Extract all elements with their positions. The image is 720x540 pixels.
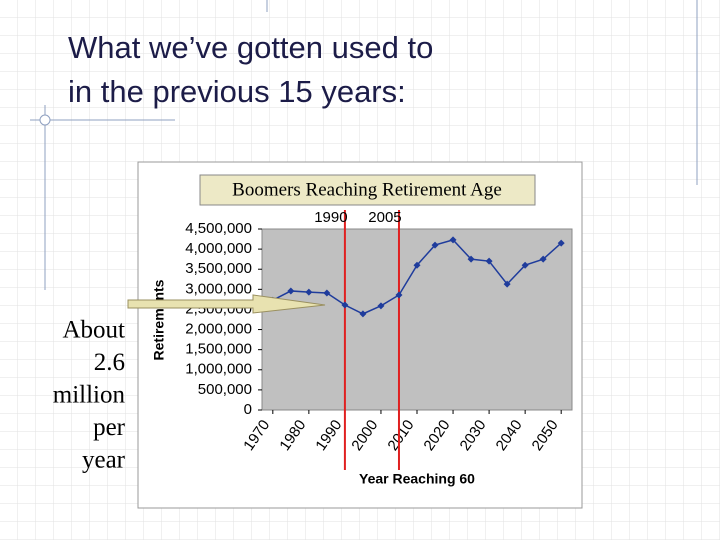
point — [539, 255, 547, 263]
y-tick-label: 1,000,000 — [185, 361, 252, 378]
point — [485, 257, 493, 265]
point — [557, 239, 565, 247]
plot-area — [261, 228, 573, 411]
point — [359, 310, 367, 318]
point — [413, 261, 421, 269]
arrow — [127, 294, 326, 314]
note: About 2.6 million per year — [53, 317, 126, 474]
y-tick-label: 500,000 — [198, 381, 252, 398]
y-tick-label: 4,000,000 — [185, 240, 252, 257]
y-tick-label: 3,500,000 — [185, 260, 252, 277]
point — [377, 302, 385, 310]
y-tick-label: 2,000,000 — [185, 321, 252, 338]
x-axis-label: Year Reaching 60 — [359, 471, 475, 487]
note-line: million — [53, 382, 126, 409]
point — [395, 291, 403, 299]
point — [449, 236, 457, 244]
point — [305, 288, 313, 296]
y-tick-label: 3,000,000 — [185, 280, 252, 297]
y-axis-label: Retirements — [151, 279, 167, 360]
point — [521, 261, 529, 269]
slide-title: What we’ve gotten used to — [68, 30, 433, 65]
chart-title-box — [199, 174, 536, 206]
annotation-label: 2005 — [368, 209, 401, 226]
y-tick-label: 4,500,000 — [185, 220, 252, 237]
y-tick-label: 1,500,000 — [185, 341, 252, 358]
point — [323, 289, 331, 297]
point — [287, 287, 295, 295]
point — [503, 280, 511, 288]
y-tick-label: 0 — [244, 401, 252, 418]
point — [431, 241, 439, 249]
chart-title: Boomers Reaching Retirement Age — [232, 179, 502, 200]
note-line: About — [63, 317, 126, 344]
decor-circle — [39, 114, 51, 126]
point — [467, 255, 475, 263]
note-line: per — [93, 414, 126, 441]
note-line: year — [82, 447, 126, 474]
annotation-label: 1990 — [314, 209, 347, 226]
slide-title: in the previous 15 years: — [68, 74, 406, 109]
note-line: 2.6 — [94, 349, 125, 376]
point — [341, 301, 349, 309]
